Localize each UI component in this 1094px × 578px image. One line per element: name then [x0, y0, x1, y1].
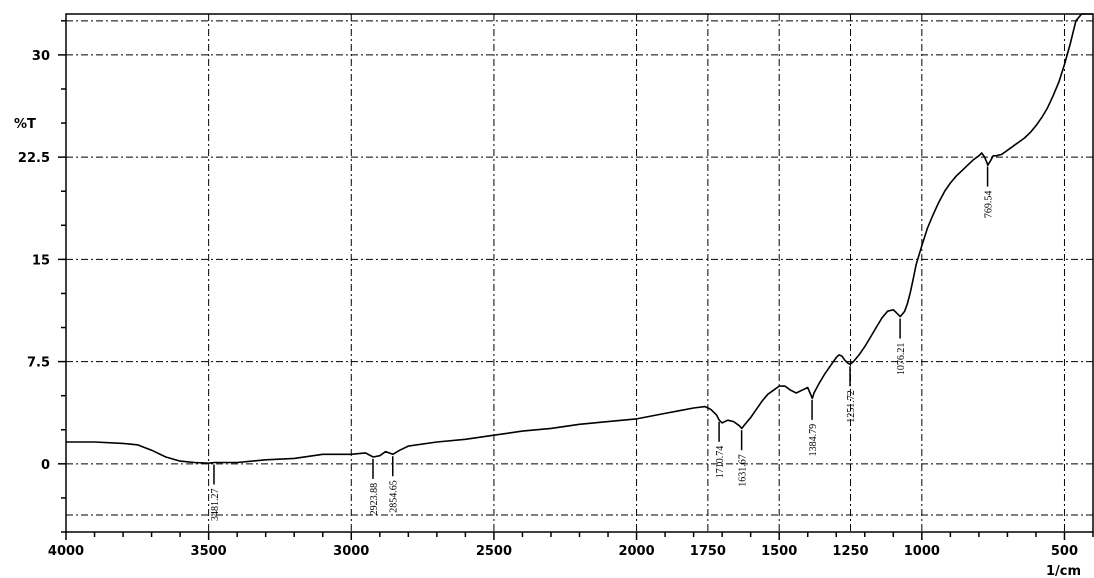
y-tick-label: 30	[32, 49, 50, 64]
peak-label: 3481.27	[210, 489, 221, 522]
x-tick-label: 2000	[618, 544, 654, 559]
axis-ticks	[58, 20, 1094, 540]
y-tick-label: 7.5	[27, 356, 50, 371]
y-axis-title: %T	[14, 117, 36, 132]
grid-lines	[66, 14, 1093, 532]
peak-label: 1251.72	[846, 390, 857, 423]
x-tick-label: 1500	[761, 544, 797, 559]
x-tick-label: 3000	[333, 544, 369, 559]
y-tick-label: 22.5	[18, 151, 50, 166]
x-tick-labels: 4000 3500 3000 2500 2000 1750 1500 1250 1000 500	[48, 544, 1078, 559]
peak-label: 1710.74	[715, 446, 726, 479]
peak-label: 2854.65	[389, 480, 400, 513]
x-tick-label: 1000	[904, 544, 940, 559]
plot-frame	[65, 13, 1094, 533]
x-tick-label: 1750	[690, 544, 726, 559]
y-tick-label: 0	[41, 458, 50, 473]
peak-label: 1076.21	[896, 343, 907, 376]
spectrum-series-line	[66, 13, 1093, 464]
peak-label: 1631.67	[738, 454, 749, 487]
x-tick-label: 3500	[191, 544, 227, 559]
peak-label: 2923.88	[369, 483, 380, 516]
y-tick-labels: 0 7.5 15 22.5 30	[18, 49, 50, 473]
peak-label: 1384.79	[808, 424, 819, 457]
peak-markers: 3481.27 2923.88 2854.65 1710.74 1631.67 1384.…	[210, 166, 995, 522]
x-tick-label: 4000	[48, 544, 84, 559]
y-tick-label: 15	[32, 253, 50, 268]
x-tick-label: 1250	[832, 544, 868, 559]
x-tick-label: 2500	[476, 544, 512, 559]
peak-label: 769.54	[984, 191, 995, 219]
x-tick-label: 500	[1051, 544, 1078, 559]
x-axis-title: 1/cm	[1046, 564, 1081, 578]
